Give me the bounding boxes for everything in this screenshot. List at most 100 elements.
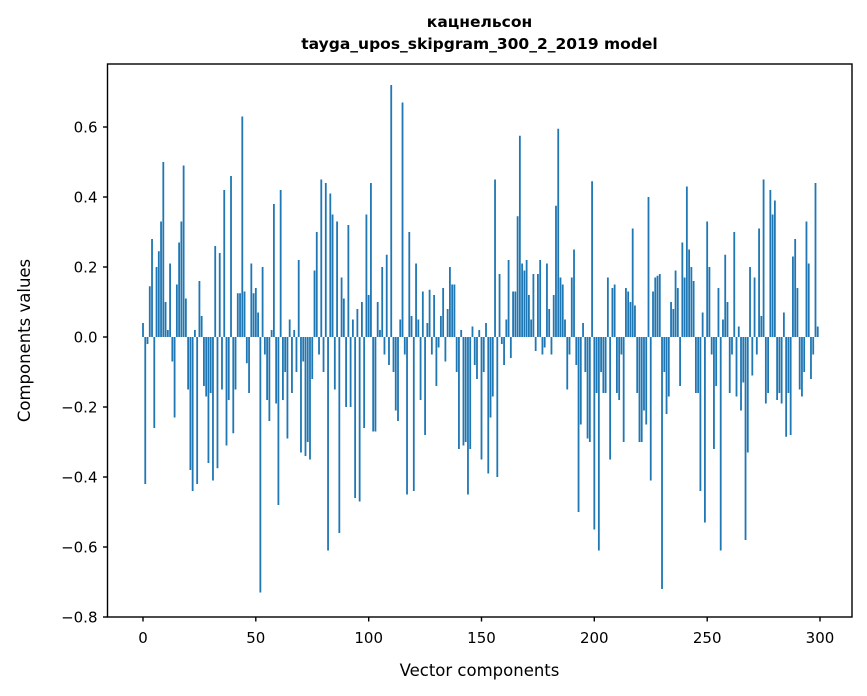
bar xyxy=(667,337,670,397)
bar xyxy=(579,337,582,425)
bar xyxy=(194,330,196,337)
bar xyxy=(530,319,533,337)
bar xyxy=(412,337,415,491)
bar xyxy=(166,330,169,337)
bar xyxy=(816,326,819,337)
bar xyxy=(733,232,736,337)
bar xyxy=(557,128,560,337)
x-tick-label: 100 xyxy=(354,629,383,647)
bar xyxy=(552,295,555,337)
bar xyxy=(485,323,487,337)
bar xyxy=(643,337,645,411)
x-axis-label: Vector components xyxy=(400,661,560,680)
bar xyxy=(523,270,526,337)
bar xyxy=(512,291,514,337)
bar xyxy=(541,337,544,355)
bar xyxy=(753,277,756,337)
bar xyxy=(218,253,221,337)
bar xyxy=(487,337,490,474)
bar xyxy=(805,221,808,337)
bar xyxy=(250,263,253,337)
bar xyxy=(254,288,257,337)
bar xyxy=(430,337,433,355)
bar xyxy=(780,337,783,404)
bar xyxy=(647,197,650,337)
bar xyxy=(171,337,174,362)
bar xyxy=(327,337,329,551)
bar xyxy=(478,330,481,337)
bar xyxy=(588,337,591,442)
bar xyxy=(356,309,359,337)
bar xyxy=(764,337,767,404)
bar xyxy=(313,270,316,337)
bar xyxy=(351,319,354,337)
bar xyxy=(324,183,327,337)
bar xyxy=(798,337,801,390)
bar xyxy=(288,319,291,337)
bar xyxy=(654,277,657,337)
bar xyxy=(227,337,230,400)
bar xyxy=(480,337,483,460)
bar xyxy=(767,337,769,393)
bar xyxy=(383,337,386,355)
bar xyxy=(787,337,790,393)
bar xyxy=(755,337,758,355)
bar xyxy=(773,200,776,337)
bar xyxy=(663,337,666,372)
bar xyxy=(782,312,785,337)
bar xyxy=(311,337,314,379)
bar xyxy=(388,337,390,365)
bar xyxy=(559,277,562,337)
bar xyxy=(776,337,779,400)
bar xyxy=(435,337,438,386)
bar xyxy=(173,337,176,418)
bar xyxy=(597,337,600,551)
bar xyxy=(263,337,266,355)
bar xyxy=(259,337,262,593)
bar xyxy=(543,337,546,348)
bar xyxy=(347,225,350,337)
bar xyxy=(631,228,634,337)
bar xyxy=(469,337,472,449)
bar xyxy=(771,214,774,337)
bar xyxy=(568,337,571,355)
bar xyxy=(272,204,275,337)
bar xyxy=(151,239,153,337)
x-tick-label: 0 xyxy=(138,629,148,647)
bar xyxy=(241,116,244,337)
x-tick-label: 300 xyxy=(806,629,835,647)
bar xyxy=(293,330,296,337)
x-tick-label: 250 xyxy=(693,629,722,647)
bar xyxy=(196,337,199,484)
bar xyxy=(453,284,456,337)
bar xyxy=(679,337,681,386)
bar xyxy=(575,337,578,365)
bar xyxy=(708,267,711,337)
bar xyxy=(613,284,616,337)
bar xyxy=(239,293,241,337)
bar xyxy=(406,337,408,495)
bar xyxy=(649,337,652,481)
bar xyxy=(385,254,388,337)
bar xyxy=(584,337,587,372)
bar xyxy=(685,186,688,337)
bar xyxy=(399,319,402,337)
bar xyxy=(205,337,208,397)
bar xyxy=(514,291,517,337)
bar xyxy=(336,221,338,337)
bar xyxy=(338,337,341,533)
bar xyxy=(690,267,693,337)
bar xyxy=(363,337,366,428)
bar xyxy=(408,232,411,337)
bar xyxy=(627,291,630,337)
bar xyxy=(216,337,219,469)
bar xyxy=(367,295,370,337)
bar xyxy=(625,288,627,337)
bar xyxy=(676,288,679,337)
bar xyxy=(415,263,417,337)
bar xyxy=(564,319,566,337)
bar xyxy=(710,337,713,355)
bar xyxy=(744,337,747,540)
bar xyxy=(670,302,672,337)
bar xyxy=(424,337,426,435)
